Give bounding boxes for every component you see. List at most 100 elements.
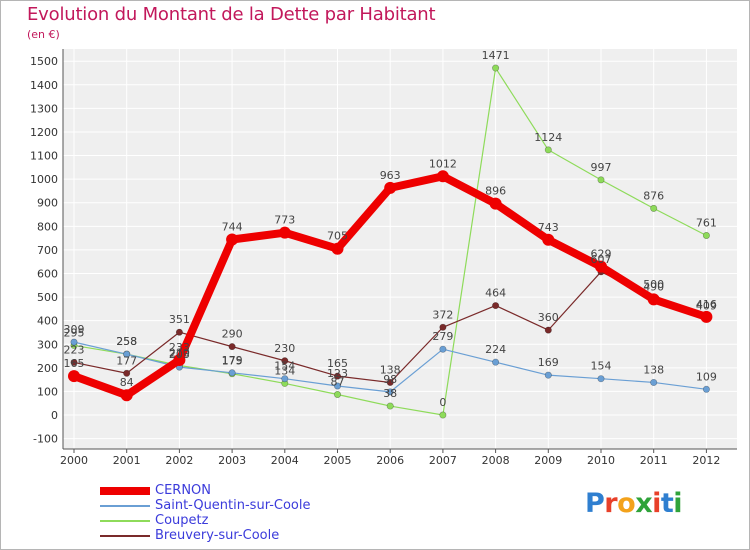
data-label: 87 xyxy=(331,375,345,388)
y-tick-label: 800 xyxy=(37,220,58,233)
proxiti-logo: Proxiti xyxy=(585,488,683,519)
data-label: 290 xyxy=(222,328,243,341)
logo-letter: P xyxy=(585,488,605,519)
data-point xyxy=(597,176,605,184)
data-point xyxy=(333,372,341,380)
data-point xyxy=(492,302,500,310)
data-point xyxy=(542,233,555,246)
x-tick-label: 2005 xyxy=(324,454,352,467)
data-label: 705 xyxy=(327,230,348,243)
y-tick-label: 900 xyxy=(37,197,58,210)
data-label: 360 xyxy=(538,311,559,324)
x-tick-label: 2008 xyxy=(482,454,510,467)
y-tick-label: 400 xyxy=(37,315,58,328)
data-point xyxy=(544,146,552,154)
data-label: 963 xyxy=(380,169,401,182)
data-label: 416 xyxy=(696,298,717,311)
data-label: 464 xyxy=(485,287,506,300)
data-point xyxy=(175,328,183,336)
data-label: 38 xyxy=(383,387,397,400)
data-label: 1124 xyxy=(534,131,562,144)
data-point xyxy=(226,233,239,246)
data-label: 1471 xyxy=(482,49,510,62)
data-point xyxy=(702,385,710,393)
data-point xyxy=(439,345,447,353)
y-tick-label: 0 xyxy=(51,409,58,422)
data-label: 138 xyxy=(643,363,664,376)
data-point xyxy=(333,390,341,398)
data-label: 876 xyxy=(643,189,664,202)
logo-letter: i xyxy=(652,488,661,519)
logo-letter: i xyxy=(673,488,683,519)
data-label: 258 xyxy=(116,335,137,348)
x-tick-label: 2007 xyxy=(429,454,457,467)
data-label: 203 xyxy=(169,348,190,361)
data-label: 295 xyxy=(64,326,85,339)
data-point xyxy=(492,64,500,72)
y-tick-label: 1100 xyxy=(30,150,58,163)
data-point xyxy=(278,226,291,239)
logo-letter: r xyxy=(604,488,618,519)
data-point xyxy=(650,204,658,212)
data-label: 773 xyxy=(274,214,295,227)
y-tick-label: 600 xyxy=(37,267,58,280)
y-tick-label: 1500 xyxy=(30,55,58,68)
data-label: 169 xyxy=(538,356,559,369)
legend-label-breuvery: Breuvery-sur-Coole xyxy=(155,528,280,543)
data-point xyxy=(386,378,394,386)
data-label: 743 xyxy=(538,221,559,234)
x-tick-label: 2009 xyxy=(534,454,562,467)
data-point xyxy=(68,370,80,383)
data-label: 351 xyxy=(169,313,190,326)
data-point xyxy=(70,338,78,346)
y-tick-label: 200 xyxy=(37,362,58,375)
y-tick-label: 700 xyxy=(37,244,58,257)
data-label: 258 xyxy=(116,335,137,348)
data-point xyxy=(123,350,131,358)
data-point xyxy=(597,375,605,383)
x-tick-label: 2004 xyxy=(271,454,299,467)
data-point xyxy=(544,326,552,334)
legend-swatch-coupetz xyxy=(100,520,150,522)
data-point xyxy=(595,260,607,273)
x-tick-label: 2012 xyxy=(692,454,720,467)
data-point xyxy=(281,357,289,365)
data-label: 997 xyxy=(591,161,612,174)
data-label: 744 xyxy=(222,221,243,234)
data-label: 210 xyxy=(169,346,190,359)
data-label: 1012 xyxy=(429,157,457,170)
y-tick-label: 1400 xyxy=(30,79,58,92)
data-point xyxy=(333,382,341,390)
y-tick-label: -100 xyxy=(33,433,58,446)
data-label: 309 xyxy=(64,323,85,336)
data-point xyxy=(173,354,186,367)
plot-background xyxy=(63,49,737,449)
logo-letter: x xyxy=(635,488,653,519)
data-label: 154 xyxy=(274,360,295,373)
data-point xyxy=(489,197,502,210)
data-point xyxy=(384,181,397,194)
data-label: 175 xyxy=(222,355,243,368)
data-point xyxy=(228,343,236,351)
x-tick-label: 2006 xyxy=(376,454,404,467)
data-label: 165 xyxy=(64,357,85,370)
y-tick-label: 1200 xyxy=(30,126,58,139)
data-label: 500 xyxy=(643,278,664,291)
x-tick-label: 2011 xyxy=(640,454,668,467)
legend-swatch-saint-quentin xyxy=(100,505,150,507)
y-tick-label: 500 xyxy=(37,291,58,304)
data-label: 490 xyxy=(643,280,664,293)
logo-letter: o xyxy=(617,488,636,519)
data-point xyxy=(228,369,236,377)
data-label: 179 xyxy=(222,354,243,367)
data-point xyxy=(281,375,289,383)
data-label: 409 xyxy=(696,300,717,313)
data-point xyxy=(386,402,394,410)
y-tick-label: 1300 xyxy=(30,102,58,115)
legend-label-coupetz: Coupetz xyxy=(155,513,209,528)
data-point xyxy=(492,358,500,366)
data-label: 607 xyxy=(591,253,612,266)
data-label: 224 xyxy=(485,343,506,356)
data-point xyxy=(123,369,131,377)
